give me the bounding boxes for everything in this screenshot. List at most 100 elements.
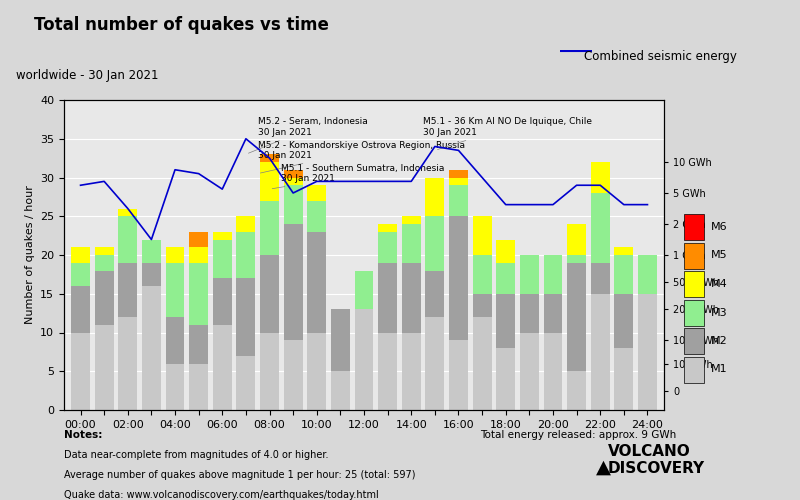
Bar: [213, 232, 232, 239]
Bar: [543, 255, 562, 294]
Bar: [354, 270, 374, 309]
Text: M3: M3: [710, 308, 727, 318]
Bar: [94, 247, 114, 255]
Bar: [237, 216, 255, 232]
Bar: [402, 224, 421, 263]
Bar: [142, 240, 161, 263]
Bar: [496, 294, 515, 348]
Bar: [307, 185, 326, 200]
Text: ▲: ▲: [596, 458, 611, 477]
Bar: [614, 247, 634, 255]
Bar: [142, 286, 161, 410]
Bar: [496, 348, 515, 410]
Bar: [402, 216, 421, 224]
Bar: [402, 332, 421, 410]
Bar: [496, 263, 515, 294]
Text: Quake data: www.volcanodiscovery.com/earthquakes/today.html: Quake data: www.volcanodiscovery.com/ear…: [64, 490, 378, 500]
Bar: [237, 232, 255, 278]
Bar: [166, 317, 185, 364]
Bar: [520, 255, 539, 294]
Bar: [94, 255, 114, 270]
Text: M1: M1: [710, 364, 727, 374]
Bar: [284, 224, 302, 340]
Bar: [378, 224, 397, 232]
Bar: [590, 162, 610, 193]
Text: M4: M4: [710, 279, 727, 289]
Text: M2: M2: [710, 336, 727, 346]
Bar: [473, 317, 491, 410]
Text: Combined seismic energy: Combined seismic energy: [584, 50, 737, 63]
Text: M6: M6: [710, 222, 727, 232]
Text: Total number of quakes vs time: Total number of quakes vs time: [34, 16, 329, 34]
Bar: [567, 224, 586, 255]
Bar: [307, 332, 326, 410]
Text: Average number of quakes above magnitude 1 per hour: 25 (total: 597): Average number of quakes above magnitude…: [64, 470, 415, 480]
Bar: [378, 263, 397, 332]
Bar: [213, 240, 232, 278]
Bar: [378, 332, 397, 410]
Text: M5.2 - Komandorskiye Ostrova Region, Russia
30 Jan 2021: M5.2 - Komandorskiye Ostrova Region, Rus…: [258, 140, 465, 173]
Bar: [94, 325, 114, 410]
Bar: [213, 325, 232, 410]
Bar: [449, 178, 468, 185]
Bar: [307, 232, 326, 332]
Bar: [118, 216, 138, 263]
Bar: [449, 170, 468, 177]
Bar: [614, 255, 634, 294]
Text: VOLCANO
DISCOVERY: VOLCANO DISCOVERY: [608, 444, 705, 476]
Bar: [520, 332, 539, 410]
Bar: [166, 247, 185, 263]
Bar: [473, 255, 491, 294]
Bar: [331, 309, 350, 371]
Bar: [284, 170, 302, 177]
Bar: [638, 294, 657, 410]
Bar: [426, 270, 444, 317]
Bar: [567, 263, 586, 371]
Bar: [520, 294, 539, 333]
Bar: [213, 278, 232, 325]
Bar: [449, 340, 468, 410]
Bar: [260, 255, 279, 332]
Bar: [638, 255, 657, 294]
Bar: [166, 364, 185, 410]
Text: M5.1 - 36 Km Al NO De Iquique, Chile
30 Jan 2021: M5.1 - 36 Km Al NO De Iquique, Chile 30 …: [423, 118, 592, 150]
Bar: [307, 200, 326, 232]
Bar: [284, 178, 302, 185]
Bar: [71, 332, 90, 410]
Bar: [590, 263, 610, 294]
Bar: [71, 263, 90, 286]
Bar: [614, 294, 634, 348]
Bar: [378, 232, 397, 263]
Bar: [543, 294, 562, 333]
Bar: [189, 325, 208, 364]
Bar: [543, 332, 562, 410]
Bar: [473, 294, 491, 317]
Bar: [260, 154, 279, 162]
Bar: [614, 348, 634, 410]
Bar: [71, 247, 90, 263]
Bar: [426, 216, 444, 270]
Bar: [590, 294, 610, 410]
Bar: [449, 185, 468, 216]
Bar: [189, 247, 208, 263]
Bar: [237, 278, 255, 356]
Bar: [260, 200, 279, 255]
Bar: [118, 317, 138, 410]
Bar: [118, 208, 138, 216]
Bar: [189, 232, 208, 247]
Text: M5.1 - Southern Sumatra, Indonesia
30 Jan 2021: M5.1 - Southern Sumatra, Indonesia 30 Ja…: [272, 164, 445, 188]
Bar: [71, 286, 90, 333]
Bar: [189, 364, 208, 410]
Bar: [426, 317, 444, 410]
Bar: [284, 340, 302, 410]
Text: Total energy released: approx. 9 GWh: Total energy released: approx. 9 GWh: [480, 430, 676, 440]
Bar: [590, 193, 610, 263]
Bar: [496, 240, 515, 263]
Text: Notes:: Notes:: [64, 430, 102, 440]
Bar: [94, 270, 114, 325]
Bar: [567, 371, 586, 410]
Bar: [260, 162, 279, 200]
Bar: [142, 263, 161, 286]
Bar: [237, 356, 255, 410]
Bar: [189, 263, 208, 325]
